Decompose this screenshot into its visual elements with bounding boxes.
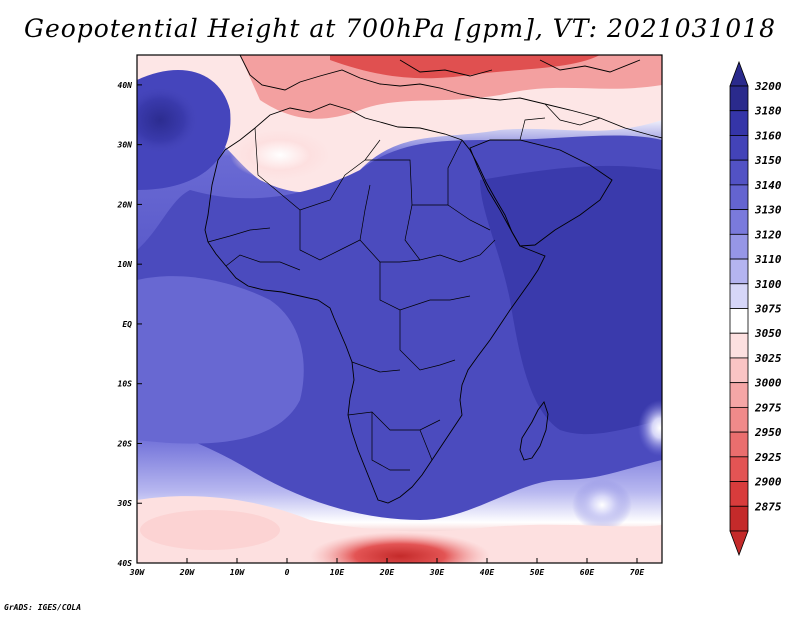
colorbar-swatch	[729, 456, 749, 482]
country-borders	[207, 103, 601, 471]
colorbar-top-arrow	[729, 60, 749, 87]
colorbar-label: 2925	[754, 451, 782, 464]
colorbar-label: 3025	[754, 352, 782, 365]
lon-tick-label: 0	[285, 568, 290, 577]
map-frame	[136, 54, 663, 564]
lat-tick-label: 30N	[117, 141, 133, 150]
latitude-ticks: 40N 30N 20N 10N EQ 10S 20S 30S 40S	[117, 81, 142, 568]
colorbar-swatch	[729, 233, 749, 260]
lon-tick-label: 30W	[129, 568, 146, 577]
lon-tick-label: 20W	[179, 568, 196, 577]
colorbar-swatch	[729, 184, 749, 211]
colorbar-label: 3000	[754, 377, 782, 390]
height-field	[137, 55, 662, 563]
lon-tick-label: 60E	[580, 568, 595, 577]
colorbar-swatch	[729, 505, 749, 532]
colorbar-swatch	[729, 357, 749, 384]
arabia-coastline	[469, 139, 613, 247]
colorbar-swatch	[729, 332, 749, 359]
colorbar-swatch	[729, 283, 749, 309]
colorbar-label: 3130	[754, 204, 782, 217]
colorbar-label: 2900	[754, 476, 782, 489]
colorbar-label: 3050	[754, 327, 782, 340]
longitude-ticks: 30W 20W 10W 0 10E 20E 30E 40E 50E 60E 70E	[129, 558, 645, 577]
lon-tick-label: 70E	[630, 568, 645, 577]
map-title: Geopotential Height at 700hPa [gpm], VT:…	[23, 14, 777, 43]
colorbar-label: 3110	[754, 253, 782, 266]
footer-credit: GrADS: IGES/COLA	[4, 603, 82, 612]
lon-tick-label: 50E	[530, 568, 545, 577]
colorbar-label: 3075	[754, 303, 782, 316]
lat-tick-label: 20N	[117, 200, 133, 209]
colorbar-label: 3150	[754, 154, 782, 167]
africa-coastline	[204, 103, 546, 504]
colorbar-bottom-arrow	[729, 530, 749, 557]
europe-coastline	[239, 55, 662, 139]
lon-tick-label: 40E	[480, 568, 495, 577]
lat-tick-label: 10N	[118, 260, 133, 269]
colorbar-label: 2875	[754, 500, 782, 513]
colorbar-label: 3120	[754, 228, 782, 241]
colorbar-swatch	[729, 308, 749, 334]
colorbar-swatch	[729, 209, 749, 235]
colorbar-label: 3180	[754, 105, 782, 118]
colorbar-label: 3160	[754, 129, 782, 142]
colorbar-label: 3140	[754, 179, 782, 192]
colorbar-label: 2950	[754, 426, 782, 439]
colorbar-swatch	[729, 159, 749, 186]
colorbar-swatch	[729, 431, 749, 458]
coastlines	[204, 55, 662, 504]
lat-tick-label: 30S	[117, 499, 133, 508]
colorbar-swatch	[729, 382, 749, 408]
lon-tick-label: 30E	[429, 568, 445, 577]
colorbar-swatch	[729, 85, 749, 112]
colorbar-swatch	[729, 406, 749, 433]
lat-tick-label: 40N	[118, 81, 133, 90]
madagascar-coastline	[519, 401, 549, 461]
colorbar-label: 3200	[754, 80, 782, 93]
colorbar-swatch	[729, 135, 749, 161]
colorbar-label: 2975	[754, 401, 782, 414]
colorbar-swatch	[729, 258, 749, 285]
lat-tick-label: EQ	[122, 320, 132, 329]
colorbar-swatch	[729, 481, 749, 507]
colorbar-label: 3100	[754, 278, 782, 291]
lat-tick-label: 10S	[118, 380, 133, 389]
lon-tick-label: 10W	[230, 568, 246, 577]
colorbar: 3200 3180 3160 3150 3140 3130 3120 3110 3100 3075…	[729, 60, 782, 557]
lon-tick-label: 20E	[379, 568, 395, 577]
colorbar-swatch	[729, 110, 749, 136]
lat-tick-label: 40S	[118, 559, 133, 568]
lon-tick-label: 10E	[330, 568, 345, 577]
lat-tick-label: 20S	[117, 439, 133, 448]
